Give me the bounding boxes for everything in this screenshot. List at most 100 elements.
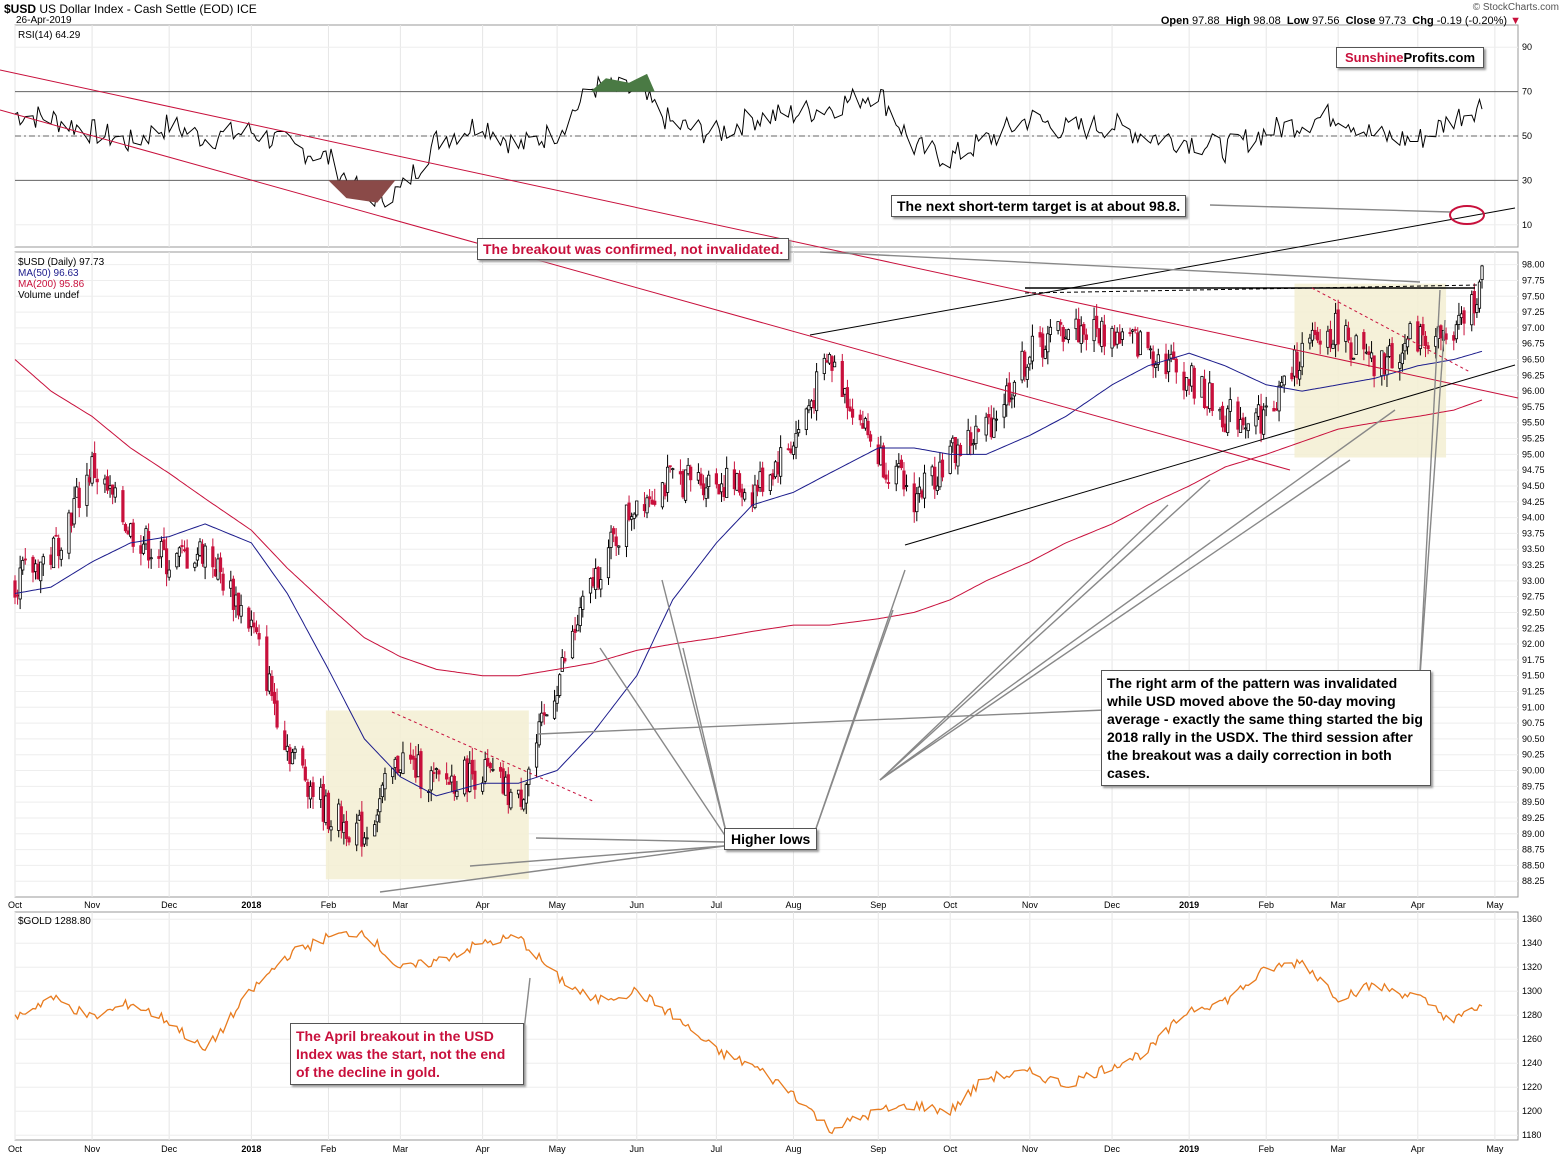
- usd-candle-up: [570, 630, 575, 659]
- usd-candle-up: [450, 775, 454, 783]
- usd-candle-down: [1023, 351, 1027, 377]
- usd-candle-down: [1421, 324, 1425, 336]
- usd-candle-up: [33, 563, 38, 572]
- usd-candle-down: [1146, 331, 1150, 349]
- rsi-legend-text: RSI(14) 64.29: [18, 30, 81, 41]
- usd-candle-up: [794, 433, 798, 448]
- usd-candle-up: [938, 461, 942, 488]
- usd-candle-down: [265, 636, 269, 691]
- usd-candle-down: [1136, 332, 1140, 357]
- usd-candle-down: [1274, 408, 1279, 411]
- usd-candle-down: [164, 548, 169, 575]
- x-tick-label: Oct: [8, 900, 23, 910]
- rsi-tick-label: 30: [1522, 175, 1532, 185]
- usd-candle-down: [1118, 332, 1122, 344]
- usd-candle-up: [588, 578, 593, 594]
- usd-candle-down: [732, 469, 736, 490]
- usd-candle-up: [401, 752, 405, 774]
- ma200-legend: MA(200) 95.86: [18, 279, 85, 290]
- x-tick-label: Sep: [870, 1144, 886, 1154]
- usd-candle-down: [771, 473, 775, 480]
- usd-candle-up: [373, 824, 377, 837]
- usd-candle-up: [455, 790, 459, 797]
- x-tick-label: Mar: [393, 900, 409, 910]
- usd-candle-up: [1457, 314, 1461, 325]
- usd-candle-down: [755, 485, 760, 492]
- x-tick-label: Feb: [321, 1144, 337, 1154]
- red-trendline-1: [0, 69, 1519, 399]
- usd-candle-down: [976, 428, 981, 432]
- usd-candle-down: [498, 766, 503, 772]
- x-tick-label: 2018: [241, 900, 261, 910]
- usd-candle-down: [1113, 331, 1117, 346]
- usd-candle-down: [1346, 327, 1351, 341]
- x-tick-label: Nov: [1022, 900, 1039, 910]
- usd-candle-up: [290, 751, 295, 765]
- usd-candle-up: [509, 791, 513, 809]
- usd-candle-up: [1110, 328, 1114, 349]
- usd-candle-up: [1344, 325, 1348, 342]
- usd-candle-down: [689, 466, 693, 481]
- usd-candle-down: [57, 537, 61, 557]
- usd-candle-down: [301, 748, 305, 766]
- usd-candle-down: [573, 628, 577, 633]
- usd-tick-label: 96.25: [1522, 370, 1545, 380]
- usd-candle-down: [254, 627, 259, 633]
- x-tick-label: Dec: [161, 1144, 178, 1154]
- usd-candle-down: [737, 473, 742, 493]
- usd-candle-up: [1043, 349, 1047, 359]
- usd-candle-down: [969, 432, 973, 446]
- usd-candle-up: [1131, 329, 1135, 332]
- usd-candle-up: [735, 473, 739, 491]
- usd-candle-down: [1313, 329, 1317, 336]
- usd-candle-up: [609, 531, 613, 548]
- neckline-dashed: [1024, 284, 1481, 294]
- x-tick-label: May: [549, 900, 567, 910]
- usd-candle-up: [581, 595, 585, 610]
- usd-candle-down: [123, 523, 128, 532]
- annotation-pointer: [1418, 319, 1446, 691]
- usd-candle-down: [701, 483, 706, 496]
- usd-candle-down: [87, 477, 92, 483]
- usd-candle-down: [840, 360, 844, 397]
- gold-tick-label: 1180: [1522, 1130, 1541, 1140]
- usd-candle-down: [339, 806, 343, 831]
- usd-candle-up: [85, 474, 89, 506]
- usd-candle-up: [545, 714, 549, 717]
- x-tick-label: Mar: [1330, 900, 1346, 910]
- usd-candle-up: [1400, 352, 1404, 365]
- usd-candle-down: [1426, 345, 1430, 350]
- annotation-pointer: [879, 504, 1169, 781]
- usd-candle-down: [105, 476, 110, 491]
- usd-tick-label: 93.00: [1522, 576, 1545, 586]
- note-higher-lows: Higher lows: [724, 828, 818, 850]
- usd-tick-label: 89.50: [1522, 797, 1545, 807]
- usd-candle-up: [1326, 330, 1330, 348]
- x-tick-label: Sep: [870, 900, 886, 910]
- rsi-legend: RSI(14) 64.29: [18, 30, 80, 41]
- usd-candle-up: [1351, 357, 1356, 360]
- usd-candle-up: [1238, 419, 1243, 433]
- usd-candle-up: [468, 762, 472, 792]
- usd-candle-down: [953, 437, 957, 463]
- usd-candle-up: [635, 500, 639, 516]
- annotation-pointer: [599, 647, 729, 841]
- x-tick-label: Apr: [1411, 900, 1425, 910]
- usd-candle-up: [378, 798, 382, 813]
- usd-candle-down: [612, 528, 616, 535]
- target-circle: [1449, 205, 1485, 225]
- usd-candle-down: [881, 445, 886, 478]
- usd-tick-label: 90.75: [1522, 718, 1545, 728]
- usd-candle-down: [845, 387, 850, 409]
- x-tick-label: Mar: [393, 1144, 409, 1154]
- usd-candle-down: [714, 473, 719, 485]
- usd-candle-down: [920, 490, 924, 498]
- usd-candle-down: [596, 567, 600, 588]
- usd-candle-up: [930, 466, 934, 477]
- x-tick-label: Dec: [1104, 900, 1121, 910]
- usd-candle-up: [195, 553, 200, 561]
- rsi-overbought-fill: [590, 73, 655, 92]
- usd-candle-up: [463, 759, 467, 795]
- usd-candle-up: [807, 405, 811, 411]
- usd-candle-down: [1336, 309, 1340, 345]
